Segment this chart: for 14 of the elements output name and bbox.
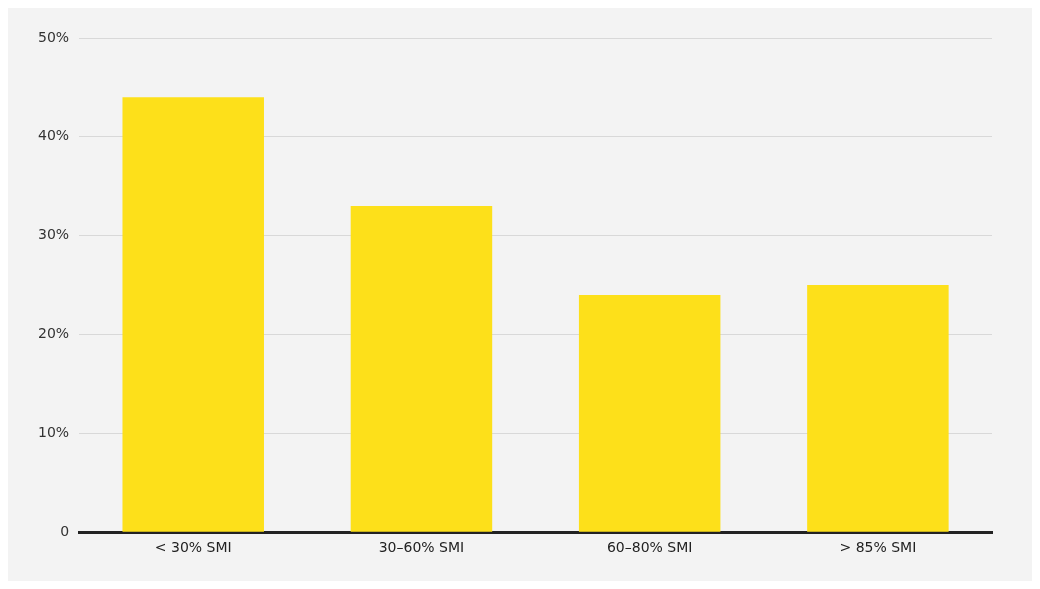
bar: [578, 294, 721, 532]
x-tick-label: > 85% SMI: [839, 539, 917, 556]
bar: [807, 285, 949, 532]
y-tick-label: 50%: [37, 28, 70, 45]
y-tick-label: 20%: [37, 325, 70, 342]
y-tick-label: 40%: [37, 127, 70, 144]
x-tick-label: 60–80% SMI: [606, 539, 693, 556]
bar: [122, 97, 264, 532]
x-tick-label: 30–60% SMI: [378, 539, 465, 556]
bar: [350, 206, 493, 532]
y-tick-label: 30%: [37, 226, 70, 243]
x-tick-label: < 30% SMI: [154, 539, 232, 556]
y-tick-label: 10%: [37, 424, 70, 440]
y-tick-label: 0: [60, 522, 70, 539]
